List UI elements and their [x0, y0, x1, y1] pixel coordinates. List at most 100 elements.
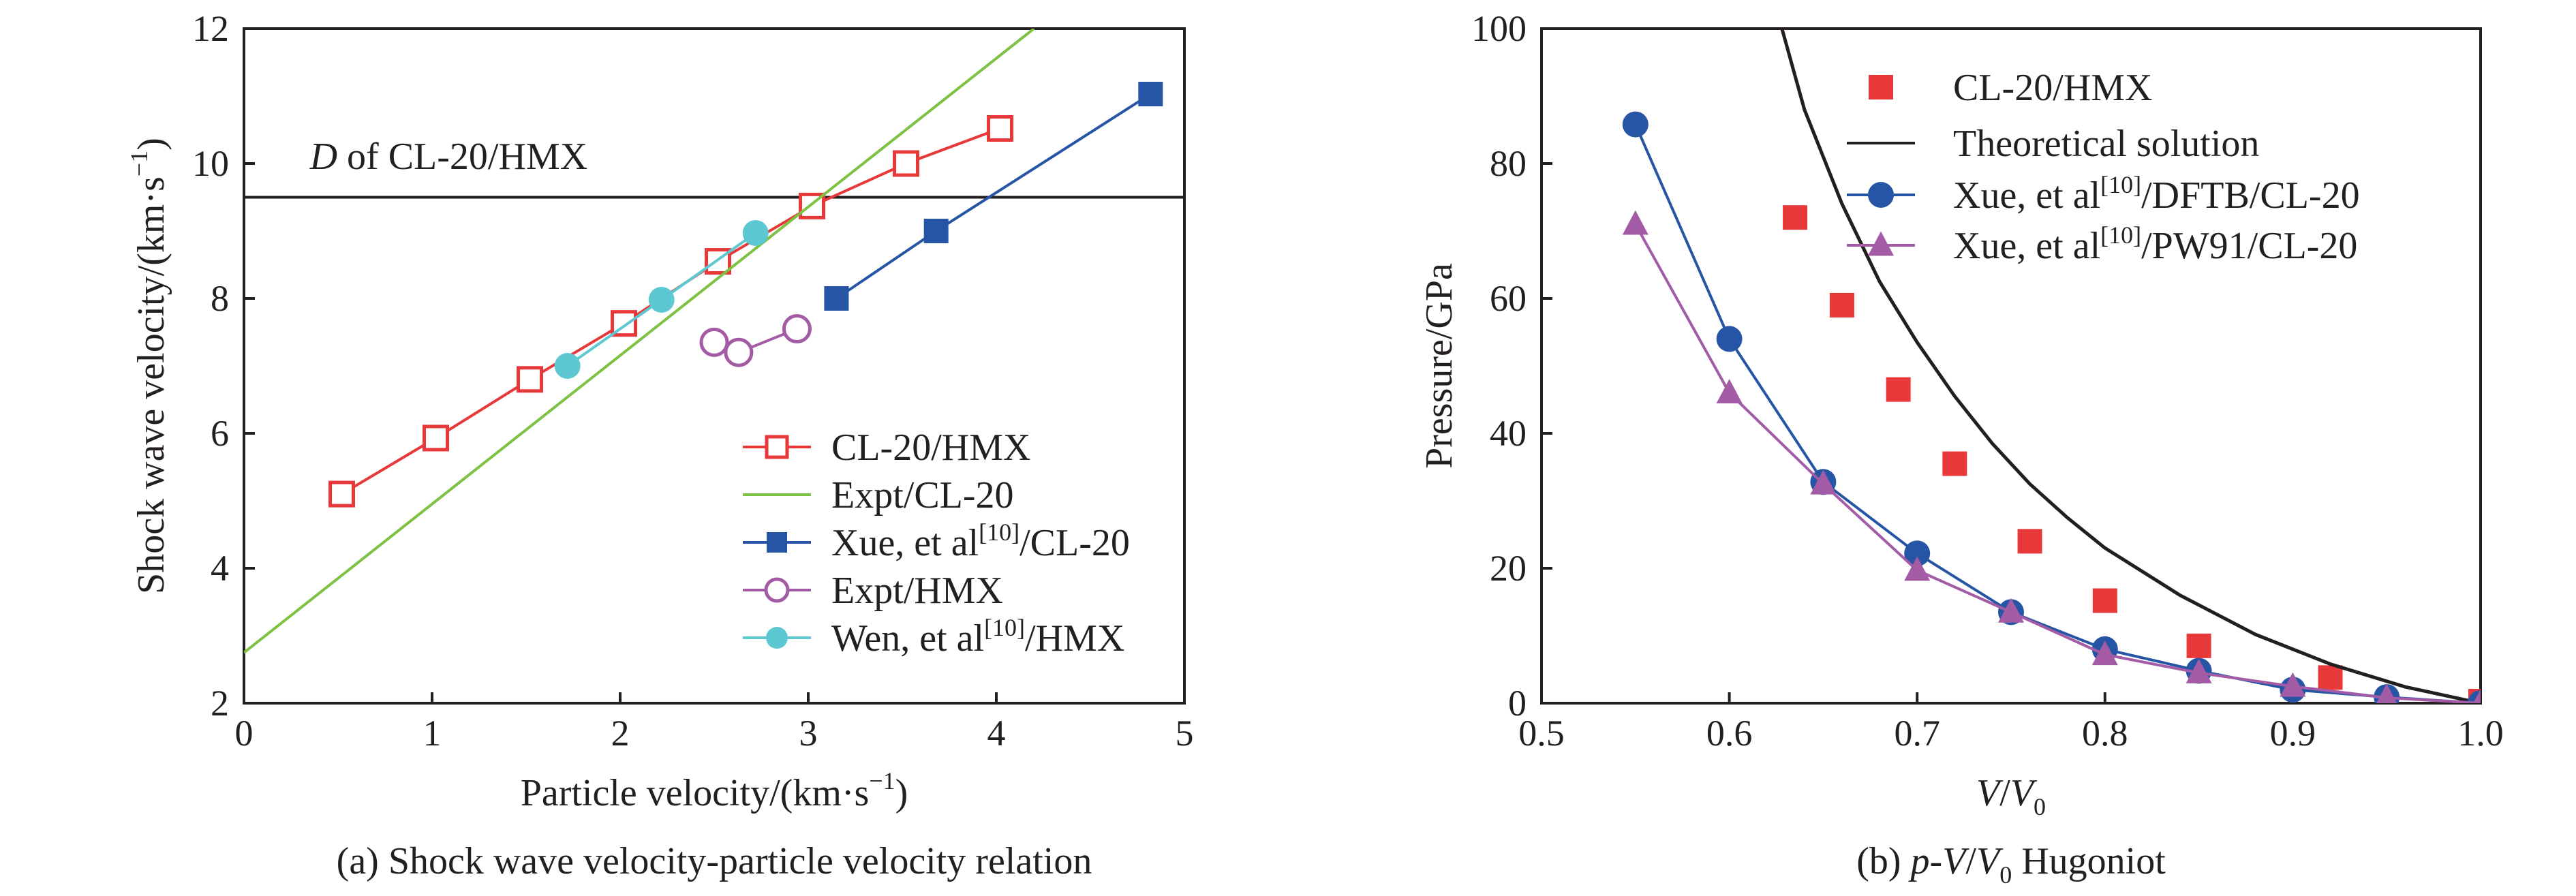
x-tick-label: 0.5: [1518, 713, 1565, 754]
data-point: [1886, 377, 1911, 402]
data-point: [1904, 556, 1931, 581]
plot-frame: [243, 27, 1186, 705]
data-point: [764, 577, 790, 603]
legend-label: Xue, et al[10]/CL-20: [831, 519, 1130, 564]
x-axis-label: V/V0: [1976, 772, 2046, 820]
legend-label-main: Xue, et al: [831, 522, 979, 564]
data-point: [1904, 540, 1931, 567]
data-point: [824, 286, 849, 311]
data-point: [2092, 588, 2117, 613]
data-point: [1716, 326, 1743, 352]
panel-caption: (b) p-V/V0 Hugoniot: [1856, 840, 2166, 889]
x-axis-label-var2: V: [2010, 772, 2038, 814]
caption-var-v: V: [1942, 840, 1969, 882]
data-point: [2186, 633, 2211, 658]
y-axis-label-sup: −1: [125, 151, 153, 176]
data-point: [766, 627, 788, 649]
x-tick-label: 3: [799, 713, 818, 754]
legend: CL-20/HMX Theoretical solution Xue, et al[…: [1847, 67, 2360, 267]
x-tick-label: 0.8: [2082, 713, 2128, 754]
x-ticks: 0 1 2 3 4 5: [235, 692, 1194, 754]
panel-caption: (a) Shock wave velocity-particle velocit…: [337, 840, 1092, 882]
data-point: [987, 115, 1014, 142]
caption-dash: -: [1930, 840, 1943, 882]
x-axis-label-sup: −1: [869, 767, 895, 794]
x-axis-label-sub: 0: [2034, 793, 2046, 820]
legend-label-main: CL-20/HMX: [1953, 67, 2152, 109]
legend-item-4: Expt/HMX: [743, 570, 1003, 612]
legend-label-main: Theoretical solution: [1953, 123, 2259, 165]
x-axis-label-slash: /: [1999, 772, 2010, 814]
annotation-label: D of CL-20/HMX: [309, 136, 588, 178]
y-axis-label: Shock wave velocity/(km·s−1): [125, 138, 172, 594]
legend-label: Xue, et al[10]/PW91/CL-20: [1953, 221, 2357, 267]
legend-item-3: Xue, et al[10]/CL-20: [743, 519, 1130, 564]
series-1: [1783, 205, 2481, 703]
legend-label: Expt/CL-20: [831, 474, 1014, 516]
data-point: [1810, 469, 1837, 495]
x-tick-label: 1.0: [2457, 713, 2504, 754]
data-point: [1868, 231, 1894, 256]
y-axis-label-main: Shock wave velocity/(km·s: [130, 176, 172, 594]
caption-slash: /: [1965, 840, 1976, 882]
data-point: [767, 532, 787, 553]
legend-label-sup: [10]: [984, 614, 1025, 641]
data-point: [1998, 598, 2024, 623]
data-point: [1138, 82, 1163, 107]
data-point: [1869, 75, 1893, 99]
y-tick-label: 0: [1508, 683, 1527, 724]
legend-item-2: Theoretical solution: [1847, 123, 2259, 165]
legend-label-tail: /HMX: [1025, 617, 1124, 660]
data-point: [2091, 640, 2118, 666]
annotation-italic: D: [309, 136, 337, 178]
data-point: [554, 353, 581, 379]
data-point: [923, 219, 949, 243]
legend-label: CL-20/HMX: [831, 427, 1030, 469]
legend-item-1: CL-20/HMX: [743, 427, 1030, 469]
series-4: [699, 314, 812, 367]
legend-label-main: Expt/HMX: [831, 570, 1003, 612]
legend-label-main: Xue, et al: [1953, 225, 2100, 267]
caption-prefix: (b): [1856, 840, 1910, 882]
legend-item-1: CL-20/HMX: [1869, 67, 2152, 109]
legend-label: Expt/HMX: [831, 570, 1003, 612]
legend-label-sup: [10]: [2100, 221, 2141, 249]
data-point: [1622, 210, 1649, 235]
data-point: [724, 337, 754, 367]
legend-item-2: Expt/CL-20: [743, 474, 1014, 516]
plot-area: [244, 29, 1184, 654]
data-point: [1868, 182, 1894, 208]
y-tick-label: 12: [192, 8, 229, 49]
series-line: [1780, 29, 2481, 703]
x-tick-label: 0.6: [1706, 713, 1753, 754]
series-4: [1622, 210, 2481, 703]
y-tick-label: 40: [1490, 413, 1527, 454]
y-axis-label: Pressure/GPa: [1418, 263, 1460, 469]
series-2: [1780, 29, 2481, 703]
series-line: [244, 29, 1035, 654]
x-axis-label-tail: ): [895, 772, 908, 814]
x-tick-label: 0: [235, 713, 254, 754]
series-3: [824, 82, 1163, 311]
data-point: [648, 286, 675, 313]
data-point: [517, 366, 544, 393]
data-point: [699, 327, 729, 357]
data-point: [2186, 658, 2212, 683]
x-axis-label-var: V: [1976, 772, 2004, 814]
x-tick-label: 0.9: [2270, 713, 2316, 754]
data-point: [2318, 665, 2343, 690]
x-ticks: 0.5 0.6 0.7 0.8 0.9 1.0: [1518, 692, 2504, 754]
x-axis-label: Particle velocity/(km·s−1): [521, 767, 908, 814]
legend-label: Wen, et al[10]/HMX: [831, 614, 1124, 660]
legend-label-main: Expt/CL-20: [831, 474, 1014, 516]
y-tick-label: 8: [211, 278, 229, 319]
data-point: [2473, 689, 2481, 703]
y-ticks: 2 4 6 8 10 12: [192, 8, 255, 724]
x-tick-label: 2: [611, 713, 630, 754]
y-ticks: 0 20 40 60 80 100: [1471, 8, 1552, 724]
legend-label-main: Wen, et al: [831, 617, 984, 660]
data-point: [742, 219, 769, 246]
series-2: [244, 29, 1035, 654]
